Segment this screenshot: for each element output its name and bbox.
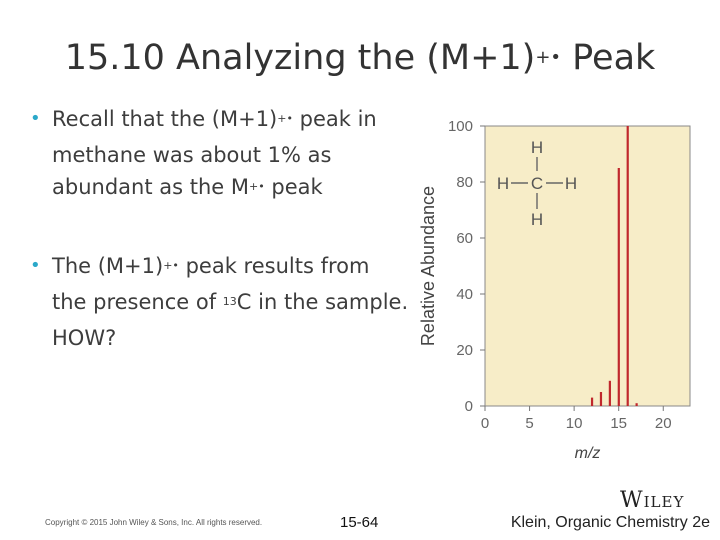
x-tick-label: 5: [525, 415, 533, 432]
bullet2-part-c: C in the sample. HOW?: [52, 290, 409, 350]
bullet1-part-c: peak: [264, 175, 323, 199]
methane-atom-left: H: [497, 174, 509, 193]
slide-title: 15.10 Analyzing the (M+1)+• Peak: [0, 38, 720, 78]
copyright-notice: Copyright © 2015 John Wiley & Sons, Inc.…: [45, 518, 263, 527]
bullet2-sup1: +•: [163, 259, 179, 272]
spectrum-peak-13: [599, 392, 603, 406]
y-tick-label: 100: [448, 118, 473, 135]
x-tick-label: 20: [655, 415, 672, 432]
bullet-dot-icon: •: [30, 108, 41, 129]
bullet-text: Recall that the (M+1)+• peak in methane …: [52, 103, 410, 207]
spectrum-peak-15: [617, 168, 620, 406]
y-tick-label: 40: [456, 286, 473, 303]
bullet2-part-a: The (M+1): [52, 254, 164, 278]
bullet-text: The (M+1)+• peak results from the presen…: [52, 250, 410, 354]
bullet1-part-a: Recall that the (M+1): [52, 107, 278, 131]
y-tick-label: 20: [456, 342, 473, 359]
mass-spectrum-chart: 0 20 40 60 80 100 0 5 10 15 20 m/z Relative Abundanc…: [418, 118, 691, 462]
x-tick-label: 15: [610, 415, 627, 432]
methane-atom-center: C: [531, 174, 543, 193]
spectrum-peak-14: [608, 380, 611, 406]
methane-atom-top: H: [531, 138, 543, 157]
spectrum-peak-12: [590, 397, 594, 406]
methane-atom-right: H: [565, 174, 577, 193]
bullet2-part-b: peak results from the presence of: [52, 254, 370, 314]
x-axis-label: m/z: [575, 445, 601, 462]
x-tick-label: 0: [481, 415, 489, 432]
bullet1-sup2: +•: [248, 180, 265, 193]
spectrum-peak-16: [626, 126, 629, 406]
bullet-recall: • Recall that the (M+1)+• peak in methan…: [30, 103, 410, 207]
title-main: 15.10 Analyzing the (M+1): [64, 38, 536, 78]
bullet-explanation: • The (M+1)+• peak results from the pres…: [30, 250, 410, 354]
bullet-dot-icon: •: [30, 255, 41, 276]
y-axis-label: Relative Abundance: [418, 186, 438, 346]
citation: Klein, Organic Chemistry 2e: [510, 514, 710, 531]
bullet1-part-b: peak in methane was about 1% as abundant…: [52, 107, 377, 199]
x-tick-label: 10: [566, 415, 583, 432]
page-number: 15-64: [340, 514, 379, 531]
bullet1-sup1: +•: [277, 112, 293, 125]
y-tick-label: 80: [456, 174, 473, 191]
y-tick-label: 60: [456, 230, 473, 247]
plot-area: [484, 125, 691, 407]
title-end: Peak: [561, 38, 656, 78]
publisher-logo: Wiley: [620, 488, 685, 513]
title-superscript: +•: [535, 47, 562, 68]
methane-atom-bottom: H: [531, 210, 543, 229]
bullet2-sup2: 13: [222, 295, 237, 308]
spectrum-peak-17: [635, 403, 638, 406]
y-tick-label: 0: [465, 398, 473, 415]
